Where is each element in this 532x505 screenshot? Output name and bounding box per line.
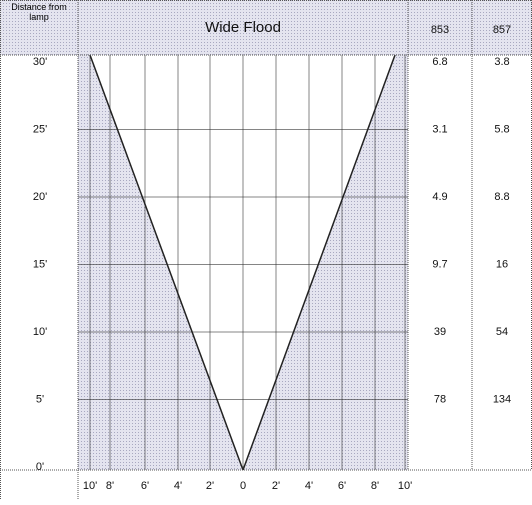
x-label: 8' [106,480,114,492]
row-distance: 0' [36,461,44,473]
grid [78,55,408,470]
row-value: 78 [434,393,446,405]
x-label: 8' [371,480,379,492]
row-distance: 10' [33,326,47,338]
x-label: 10' [398,480,412,492]
row-value: 9.7 [432,258,447,270]
beam-edge [89,54,244,471]
x-label: 0 [240,480,246,492]
beam-edge [242,54,396,471]
row-value: 134 [493,393,511,405]
column-header: 853 [431,24,449,36]
row-value: 8.8 [494,191,509,203]
row-value: 3.8 [494,56,509,68]
x-label: 4' [305,480,313,492]
row-value: 5.8 [494,123,509,135]
header-band [0,0,532,55]
x-label: 2' [206,480,214,492]
row-distance: 25' [33,123,47,135]
distance-header-text: Distance from lamp [11,2,67,22]
row-value: 3.1 [432,123,447,135]
x-label: 6' [338,480,346,492]
column-header: 857 [493,24,511,36]
row-value: 6.8 [432,56,447,68]
row-value: 4.9 [432,191,447,203]
distance-header: Distance from lamp [11,2,67,22]
x-label: 6' [141,480,149,492]
x-label: 10' [83,480,97,492]
x-label: 2' [272,480,280,492]
row-distance: 30' [33,56,47,68]
row-distance: 5' [36,393,44,405]
row-distance: 20' [33,191,47,203]
row-value: 54 [496,326,508,338]
x-label: 4' [174,480,182,492]
row-value: 39 [434,326,446,338]
header-title: Wide Flood [205,19,281,36]
row-value: 16 [496,258,508,270]
row-distance: 15' [33,258,47,270]
